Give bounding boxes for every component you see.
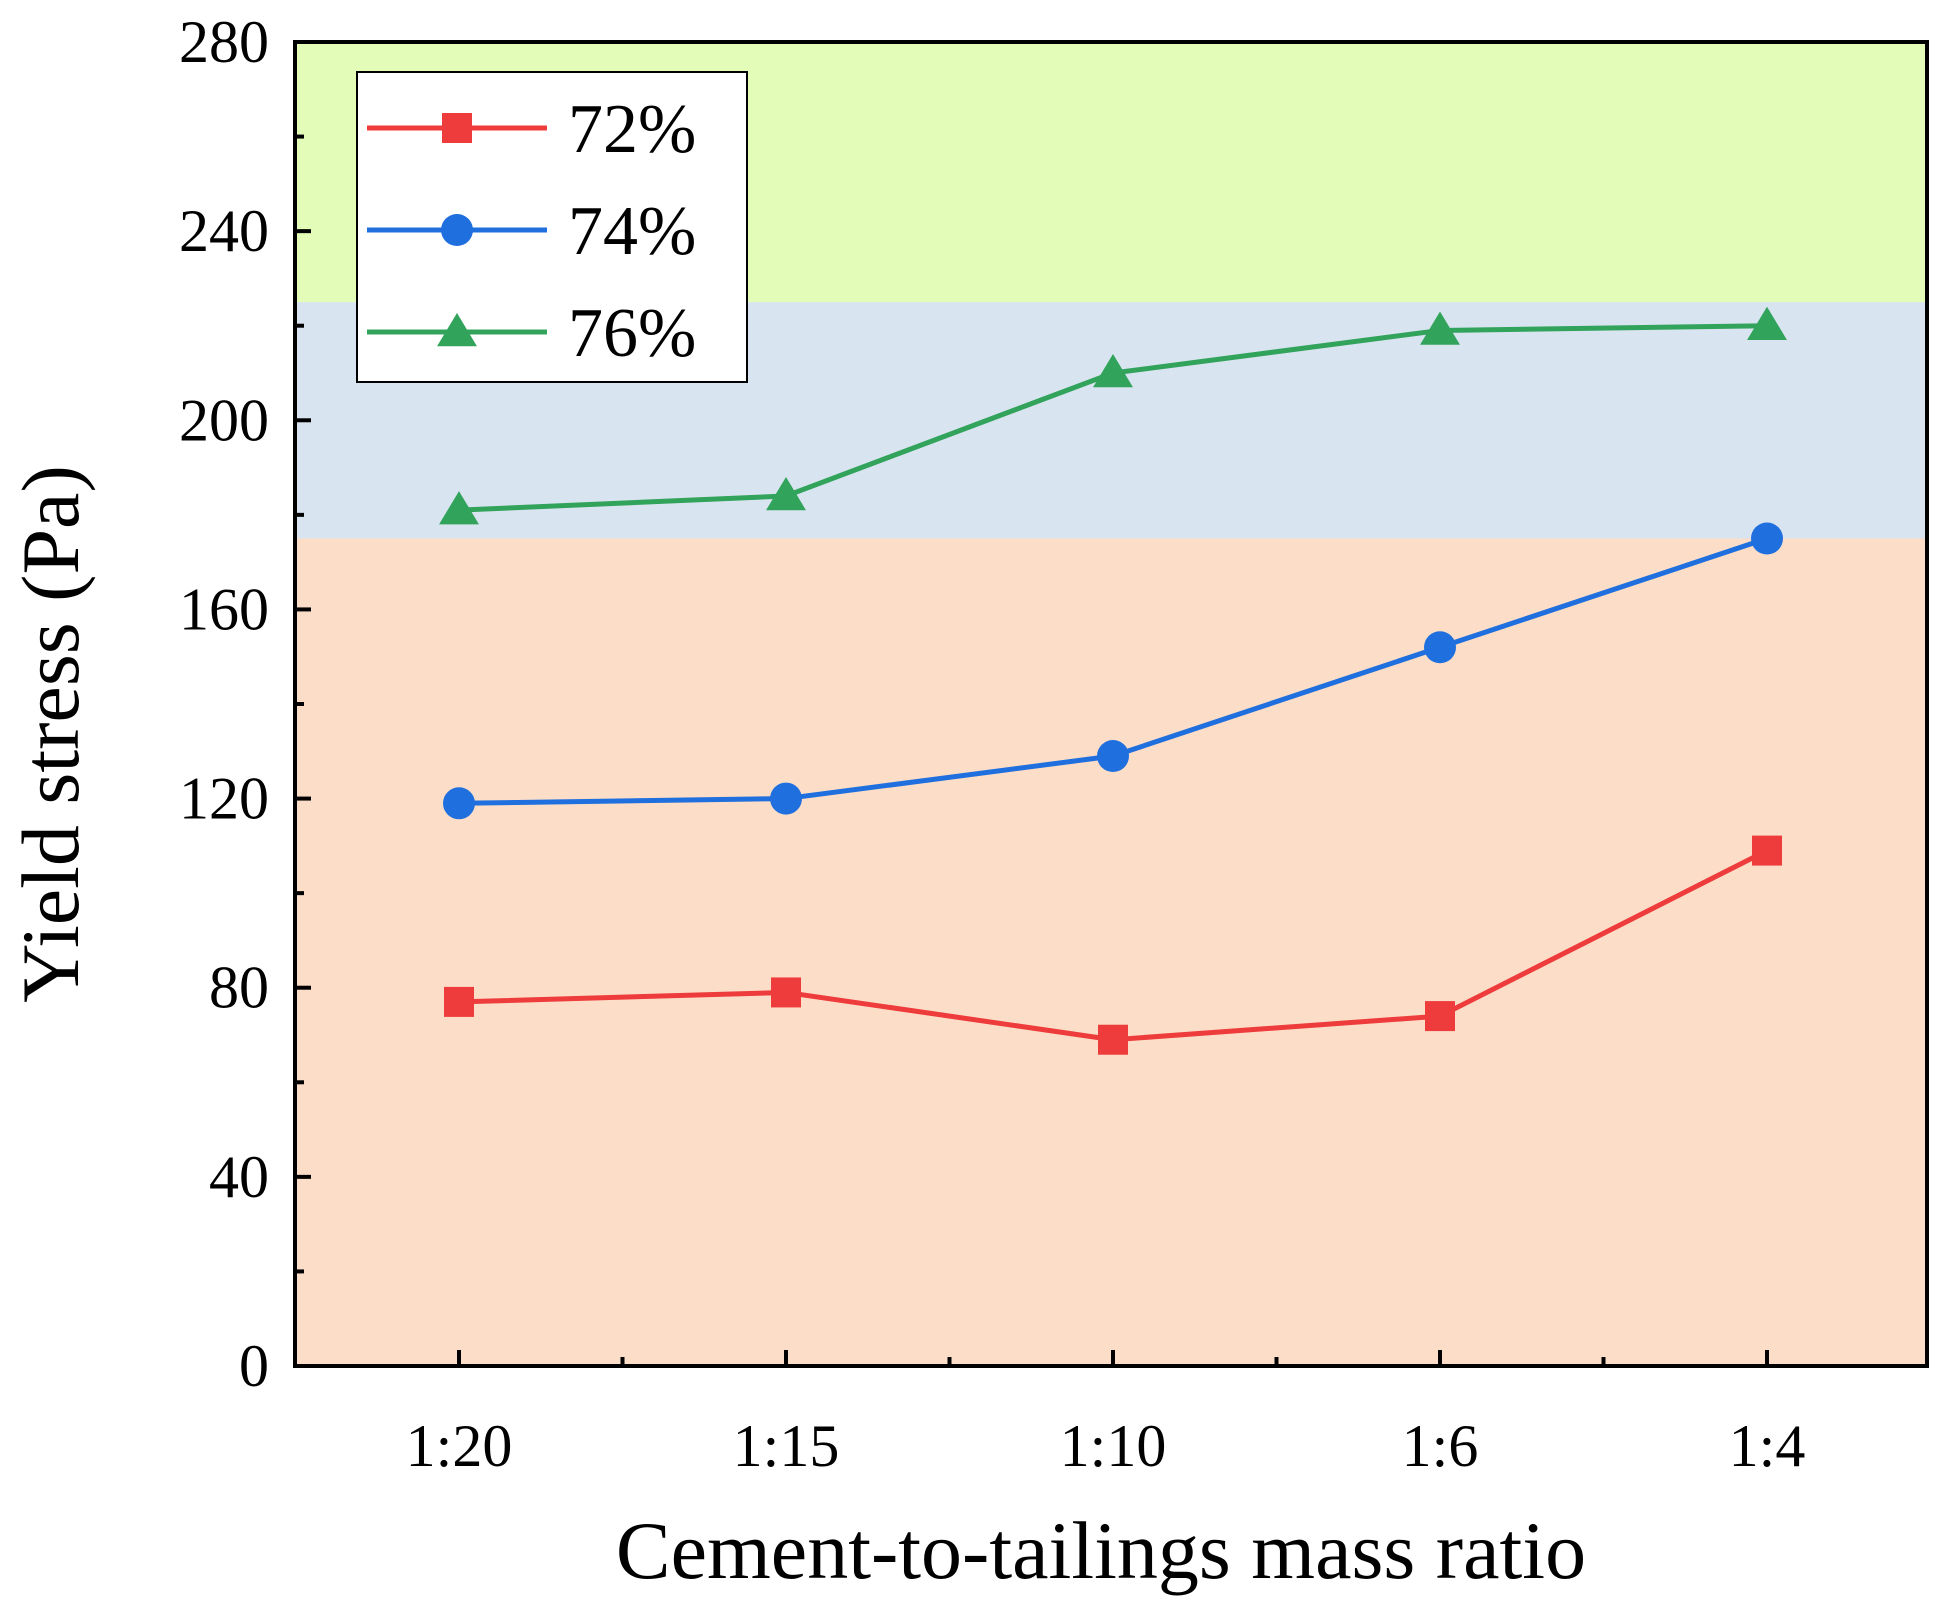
- x-tick-label-3: 1:10: [1060, 1413, 1167, 1479]
- series-lines: [439, 306, 1787, 1055]
- legend: 72% 74% 76%: [356, 71, 748, 383]
- x-tick-label-1: 1:20: [406, 1413, 513, 1479]
- y-tick-label-120: 120: [179, 766, 269, 832]
- data-point-s1-4: [1425, 1001, 1455, 1032]
- data-point-s3-5: [1747, 306, 1787, 340]
- data-point-s3-3: [1093, 354, 1133, 388]
- data-point-s1-5: [1752, 835, 1782, 866]
- data-point-s1-1: [444, 986, 474, 1017]
- background-band-1: [295, 538, 1927, 1366]
- plot-frame: [293, 40, 1929, 1368]
- x-tick-label-2: 1:15: [733, 1413, 840, 1479]
- y-axis-title: Yield stress (Pa): [5, 465, 96, 1002]
- data-point-s2-2: [770, 782, 802, 815]
- legend-label-2: 74%: [568, 193, 696, 270]
- x-tick-label-5: 1:4: [1729, 1413, 1806, 1479]
- data-point-s2-5: [1751, 522, 1783, 555]
- y-tick-label-280: 280: [179, 9, 269, 75]
- series-2: [443, 522, 1783, 820]
- y-tick-label-200: 200: [179, 387, 269, 453]
- y-tick-label-0: 0: [239, 1333, 269, 1399]
- y-tick-label-240: 240: [179, 198, 269, 264]
- y-tick-label-40: 40: [209, 1144, 269, 1210]
- background-bands: [295, 42, 1927, 1366]
- tick-labels: 0 40 80 120 160 200 240 280 1:20 1:15 1:10 1:6 1:4: [179, 9, 1805, 1479]
- x-tick-label-4: 1:6: [1402, 1413, 1479, 1479]
- legend-marker-3: [437, 313, 477, 347]
- data-point-s2-3: [1097, 740, 1129, 773]
- data-point-s2-1: [443, 787, 475, 820]
- legend-label-1: 72%: [568, 91, 696, 168]
- data-point-s3-1: [439, 491, 479, 525]
- x-axis-title: Cement-to-tailings mass ratio: [616, 1505, 1586, 1596]
- y-tick-label-80: 80: [209, 955, 269, 1021]
- data-point-s2-4: [1424, 631, 1456, 664]
- data-point-s1-3: [1098, 1024, 1128, 1055]
- axis-ticks: [295, 40, 1769, 1368]
- legend-marker-1: [442, 113, 472, 143]
- data-point-s1-2: [771, 977, 801, 1008]
- data-point-s3-2: [766, 476, 806, 511]
- y-tick-label-160: 160: [179, 576, 269, 642]
- data-point-s3-4: [1420, 311, 1460, 345]
- legend-label-3: 76%: [568, 295, 696, 372]
- series-1: [444, 835, 1782, 1055]
- series-3: [439, 306, 1787, 525]
- legend-marker-2: [441, 214, 473, 246]
